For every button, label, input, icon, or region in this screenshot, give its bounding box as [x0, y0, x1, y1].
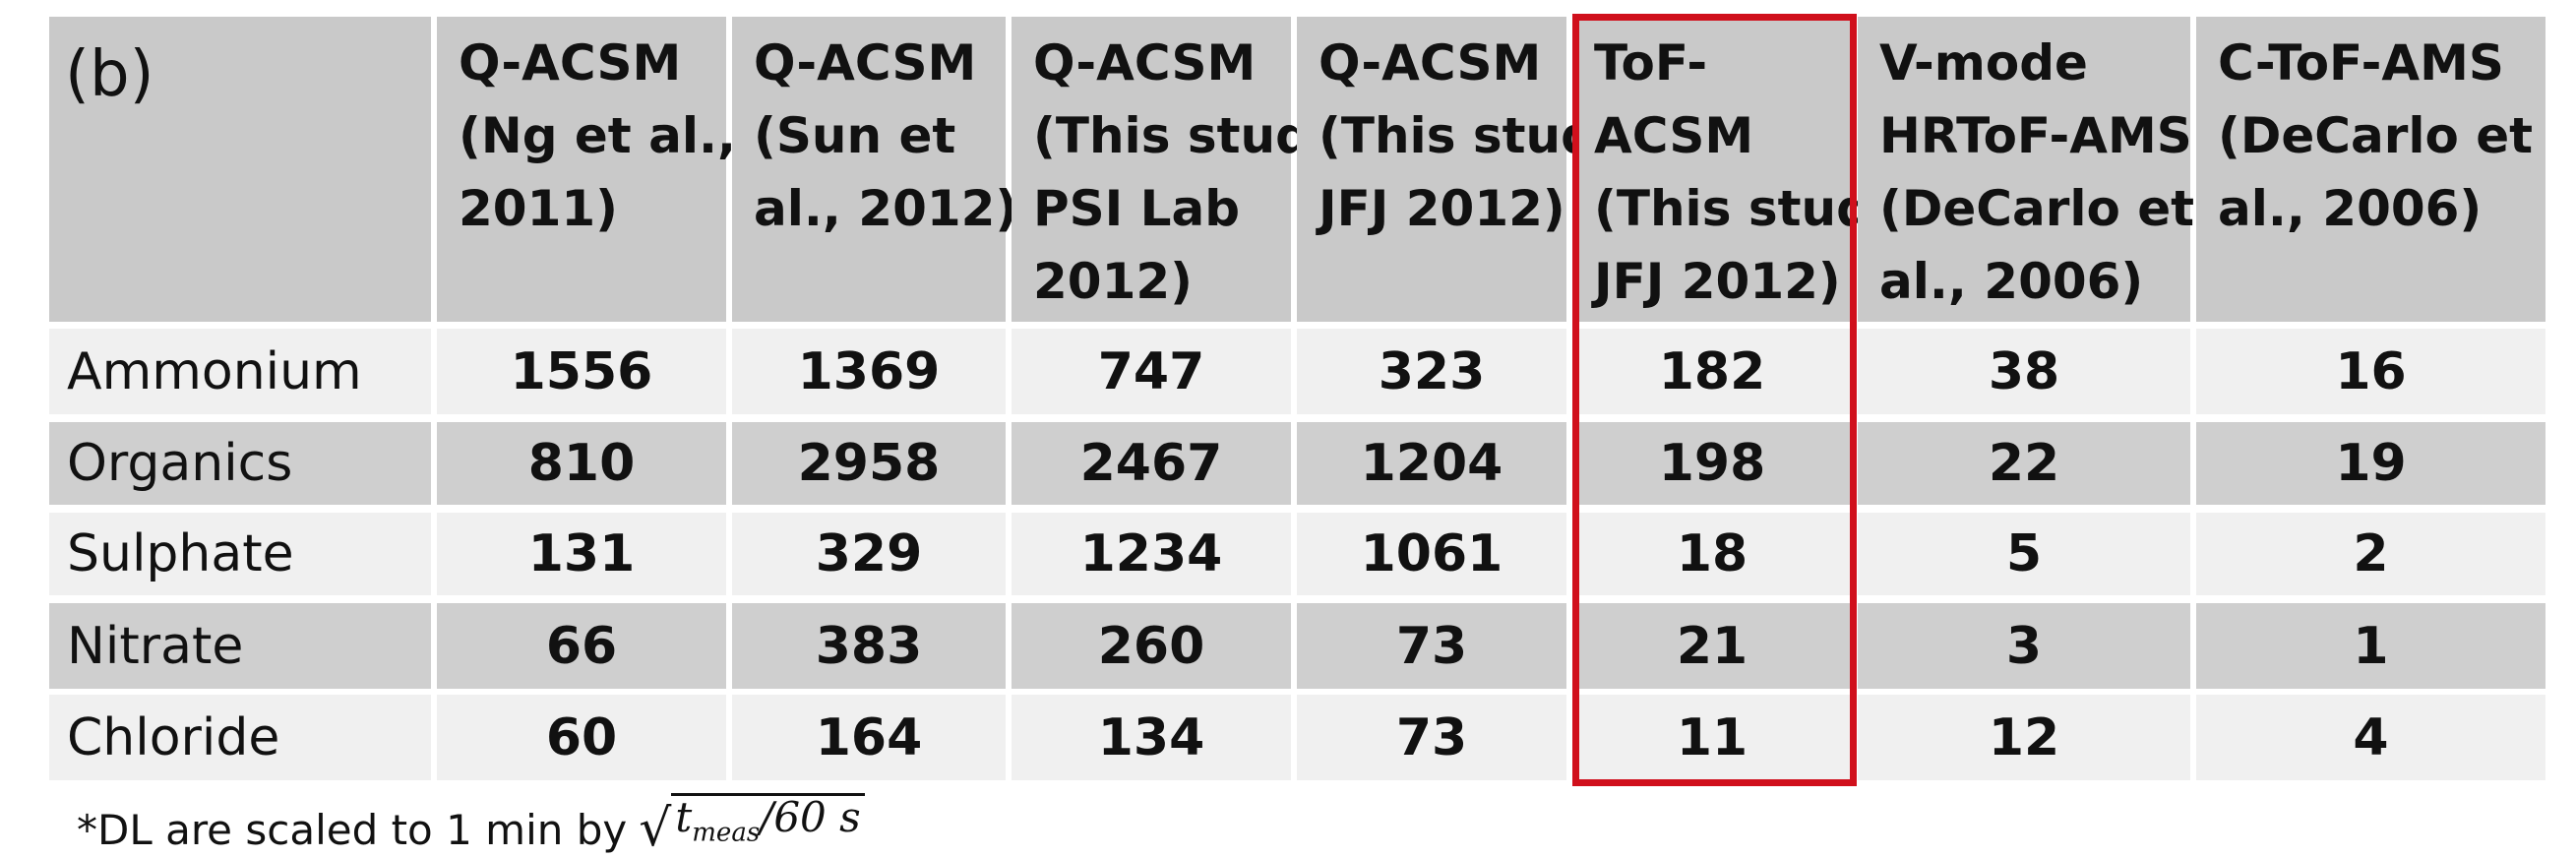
value-cell: 5	[1858, 513, 2190, 595]
header-line: C-ToF-AMS	[2218, 34, 2504, 92]
formula-rest: /60 s	[760, 793, 861, 841]
value-cell: 182	[1572, 329, 1852, 414]
header-cell: Q-ACSM (Ng et al., 2011)	[437, 17, 736, 322]
header-line: V-mode	[1879, 34, 2088, 92]
value-cell: 134	[1012, 695, 1291, 780]
panel-label: (b)	[49, 17, 431, 322]
header-line: (Sun et	[754, 107, 956, 164]
header-line: Q-ACSM	[754, 34, 977, 92]
value-cell: 4	[2196, 695, 2545, 780]
value-cell: 1	[2196, 603, 2545, 689]
value-cell: 73	[1297, 695, 1566, 780]
value-cell: 60	[437, 695, 726, 780]
value-cell: 11	[1572, 695, 1852, 780]
value-cell: 38	[1858, 329, 2190, 414]
value-cell: 22	[1858, 422, 2190, 505]
formula-subscript: meas	[692, 818, 761, 848]
header-line: PSI Lab	[1033, 180, 1241, 237]
header-cell: V-mode HRToF-AMS (DeCarlo et al., 2006)	[1858, 17, 2195, 322]
radicand: tmeas/60 s	[671, 793, 865, 854]
row-label: Ammonium	[49, 329, 431, 414]
formula-base: t	[675, 793, 693, 841]
header-line: HRToF-AMS	[1879, 107, 2192, 164]
header-cell: Q-ACSM (This study PSI Lab 2012)	[1012, 17, 1343, 322]
header-cell: Q-ACSM (Sun et al., 2012)	[732, 17, 1018, 322]
row-label: Chloride	[49, 695, 431, 780]
value-cell: 66	[437, 603, 726, 689]
value-cell: 164	[732, 695, 1006, 780]
value-cell: 747	[1012, 329, 1291, 414]
value-cell: 21	[1572, 603, 1852, 689]
header-line: 2011)	[459, 180, 619, 237]
header-line: (This study	[1319, 107, 1628, 164]
footnote: *DL are scaled to 1 min by √ tmeas/60 s	[77, 793, 865, 854]
value-cell: 198	[1572, 422, 1852, 505]
value-cell: 329	[732, 513, 1006, 595]
row-label: Organics	[49, 422, 431, 505]
formula: √ tmeas/60 s	[639, 793, 865, 858]
value-cell: 18	[1572, 513, 1852, 595]
header-line: al., 2006)	[2218, 180, 2483, 237]
header-line: (Ng et al.,	[459, 107, 736, 164]
value-cell: 260	[1012, 603, 1291, 689]
header-line: Q-ACSM	[1033, 34, 1257, 92]
header-cell: C-ToF-AMS (DeCarlo et al., 2006)	[2196, 17, 2545, 322]
value-cell: 16	[2196, 329, 2545, 414]
header-line: JFJ 2012)	[1319, 180, 1565, 237]
value-cell: 3	[1858, 603, 2190, 689]
value-cell: 12	[1858, 695, 2190, 780]
highlight-box	[1572, 14, 1857, 786]
value-cell: 810	[437, 422, 726, 505]
value-cell: 19	[2196, 422, 2545, 505]
header-line: 2012)	[1033, 253, 1194, 310]
value-cell: 1204	[1297, 422, 1566, 505]
value-cell: 1556	[437, 329, 726, 414]
header-line: (DeCarlo et	[1879, 180, 2195, 237]
header-line: JFJ 2012)	[1594, 253, 1841, 310]
header-line: Q-ACSM	[459, 34, 682, 92]
value-cell: 1369	[732, 329, 1006, 414]
header-line: (This study	[1033, 107, 1343, 164]
value-cell: 73	[1297, 603, 1566, 689]
value-cell: 2958	[732, 422, 1006, 505]
header-line: ToF-	[1594, 34, 1708, 92]
value-cell: 383	[732, 603, 1006, 689]
value-cell: 323	[1297, 329, 1566, 414]
header-line: (DeCarlo et	[2218, 107, 2534, 164]
header-line: ACSM	[1594, 107, 1754, 164]
radical-sign: √	[639, 799, 672, 858]
row-label: Sulphate	[49, 513, 431, 595]
header-cell: Q-ACSM (This study JFJ 2012)	[1297, 17, 1628, 322]
value-cell: 1234	[1012, 513, 1291, 595]
row-label: Nitrate	[49, 603, 431, 689]
header-line: Q-ACSM	[1319, 34, 1542, 92]
value-cell: 2	[2196, 513, 2545, 595]
header-line: al., 2012)	[754, 180, 1018, 237]
value-cell: 1061	[1297, 513, 1566, 595]
value-cell: 131	[437, 513, 726, 595]
header-line: al., 2006)	[1879, 253, 2144, 310]
value-cell: 2467	[1012, 422, 1291, 505]
footnote-text: *DL are scaled to 1 min by	[77, 806, 628, 855]
